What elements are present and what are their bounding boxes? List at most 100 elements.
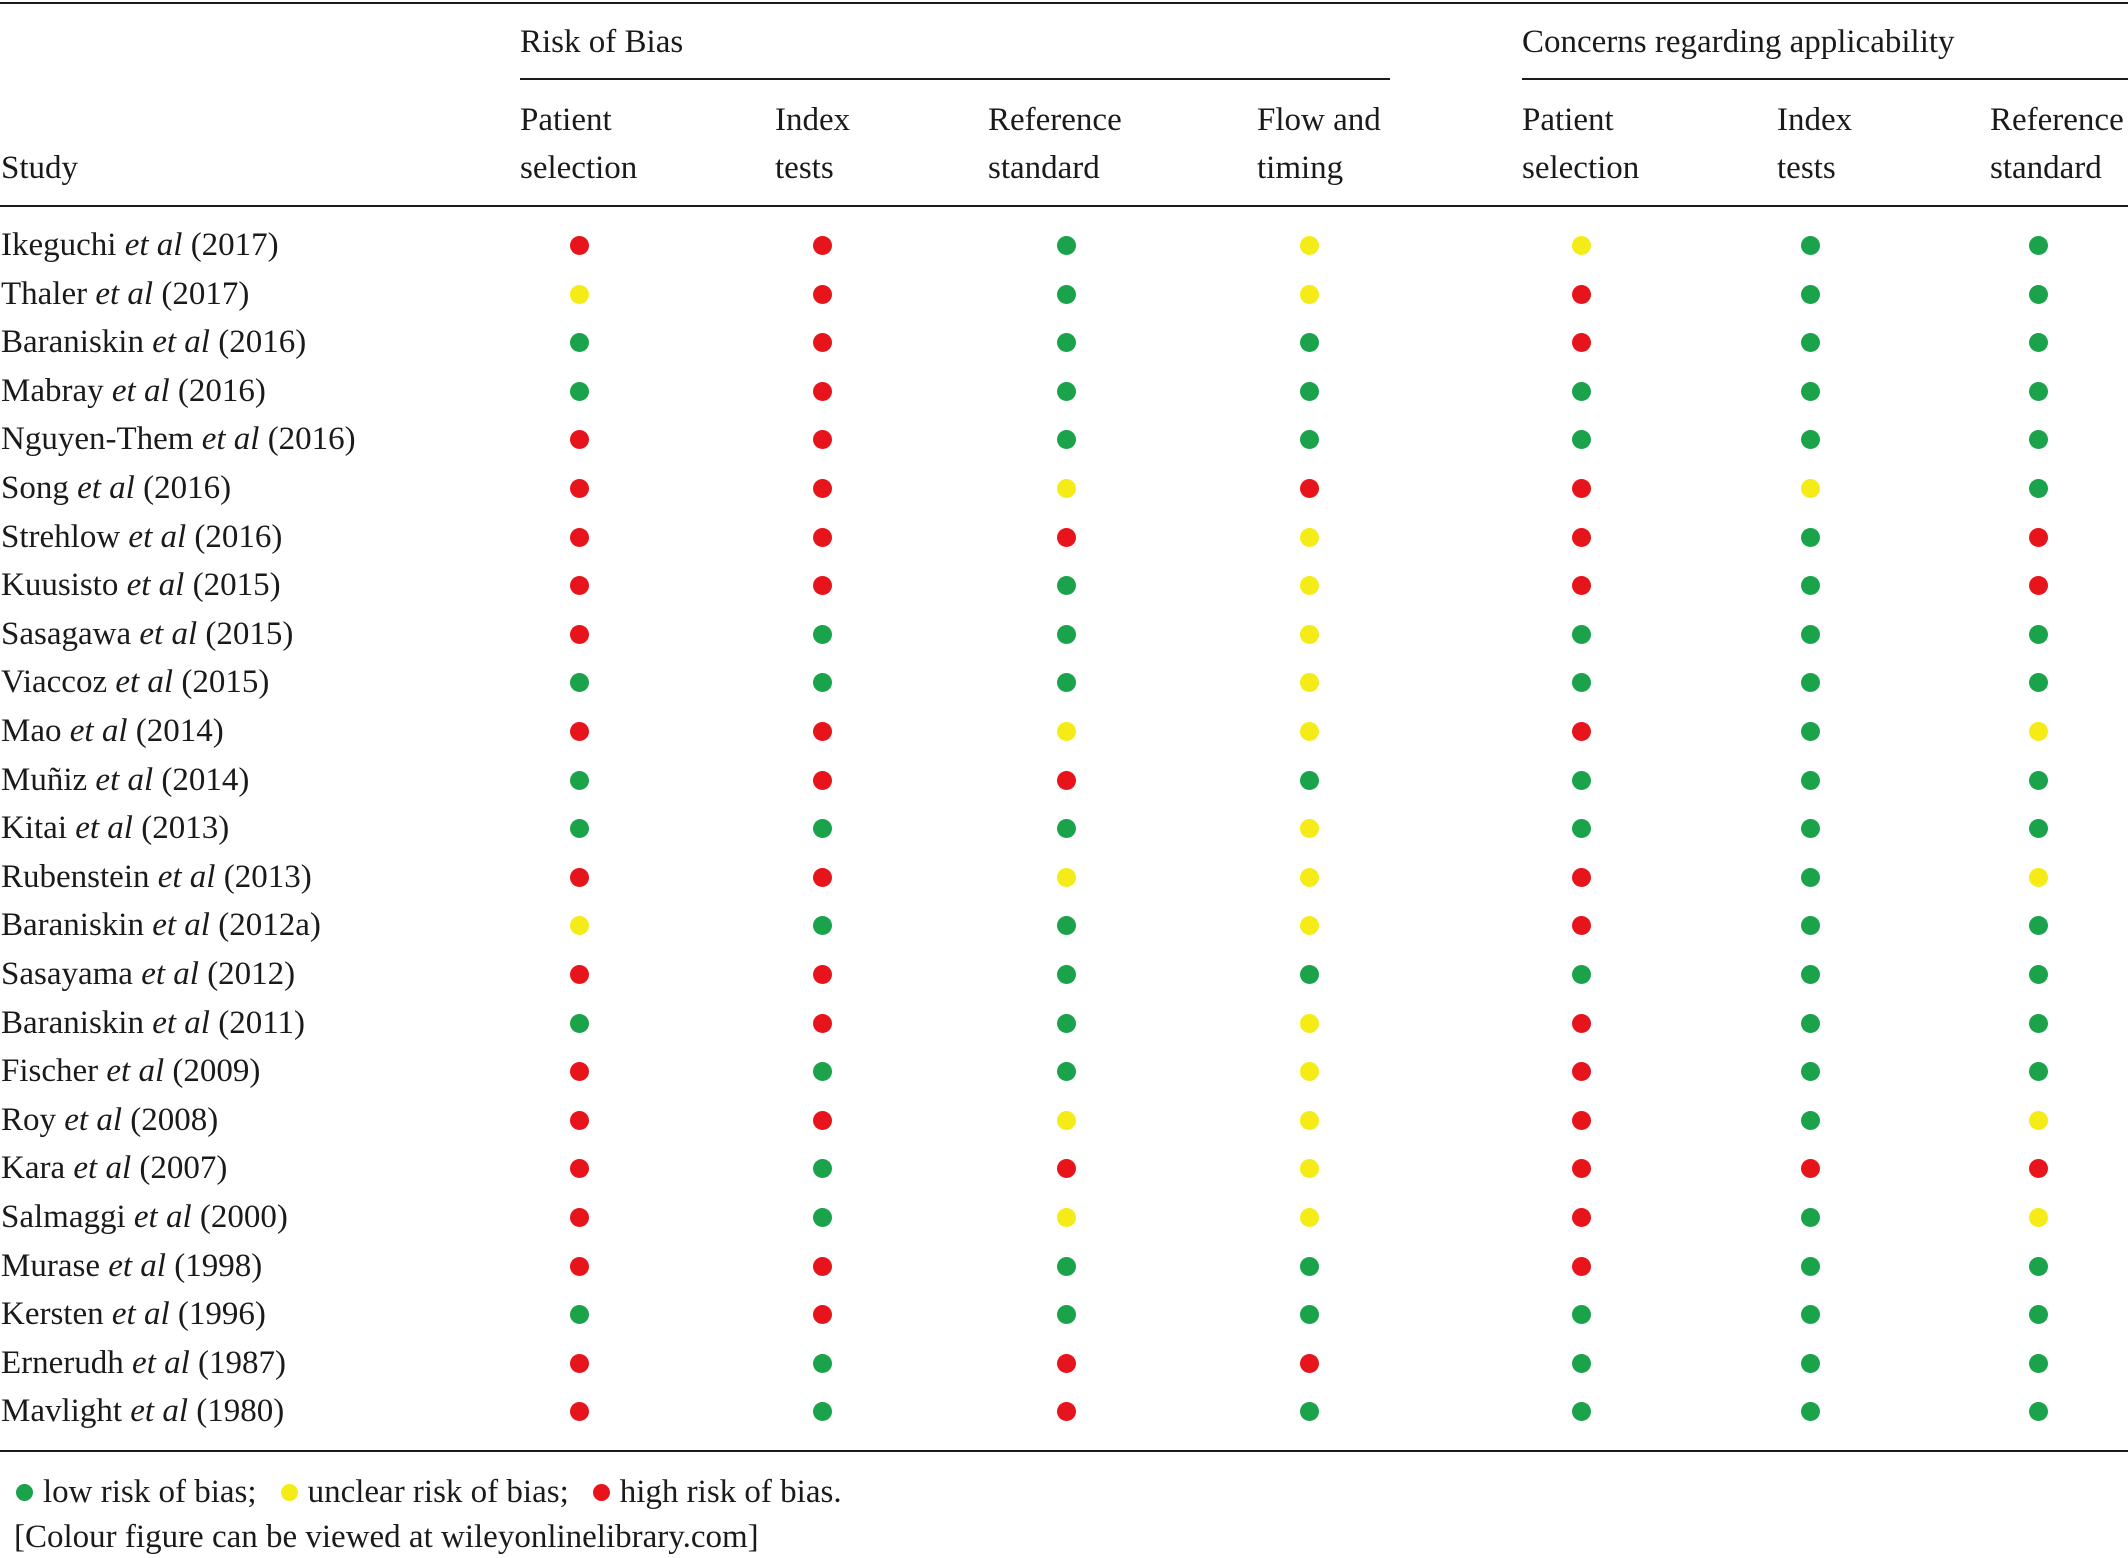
high-risk-dot-icon (2028, 1159, 2048, 1179)
low-risk-dot-icon (1800, 576, 1820, 596)
column-header-rob-reference-standard: Reference standard (988, 102, 1122, 186)
high-risk-dot-icon (1571, 1110, 1591, 1130)
low-risk-dot-icon (1571, 673, 1591, 693)
high-risk-dot-icon (1571, 576, 1591, 596)
table-row: Strehlow et al (2016) (0, 513, 2128, 562)
legend-item-low: low risk of bias; (0, 1470, 257, 1514)
high-risk-dot-icon (569, 430, 589, 450)
high-risk-dot-icon (812, 867, 832, 887)
study-year: (1987) (198, 1344, 287, 1381)
unclear-risk-dot-icon (1299, 1013, 1319, 1033)
study-year: (1996) (177, 1296, 266, 1333)
low-risk-dot-icon (1299, 1256, 1319, 1276)
study-author: Kersten (1, 1296, 104, 1333)
low-risk-dot-icon (569, 770, 589, 790)
column-header-app-patient-selection: Patient selection (1522, 102, 1640, 186)
low-risk-dot-icon (1800, 1208, 1820, 1227)
table-row: Salmaggi et al (2000) (0, 1193, 2128, 1242)
study-name: Mao et al (2014) (1, 707, 224, 756)
high-risk-dot-icon (1571, 1013, 1591, 1033)
low-risk-dot-icon (1299, 1402, 1319, 1422)
low-risk-dot-icon (2028, 1013, 2048, 1033)
low-risk-dot-icon (1800, 1353, 1820, 1373)
low-risk-dot-icon (1800, 819, 1820, 839)
high-risk-dot-icon (569, 965, 589, 984)
low-risk-dot-icon (2028, 965, 2048, 984)
study-author: Ernerudh (1, 1344, 124, 1381)
high-risk-dot-icon (569, 1159, 589, 1179)
low-risk-dot-icon (2028, 1305, 2048, 1325)
table-row: Baraniskin et al (2011) (0, 999, 2128, 1048)
unclear-risk-dot-icon (1056, 722, 1076, 741)
study-et-al: et al (124, 227, 183, 263)
study-column-header: Study (1, 150, 79, 186)
study-et-al: et al (152, 1004, 210, 1041)
low-risk-dot-icon (1800, 1062, 1820, 1082)
low-risk-dot-icon (1800, 1013, 1820, 1033)
high-risk-dot-icon (812, 333, 832, 353)
unclear-risk-dot-icon (1299, 1159, 1319, 1179)
low-risk-dot-icon (1056, 673, 1076, 693)
column-header-rob-index-tests: Index tests (775, 102, 851, 186)
study-et-al: et al (133, 1199, 192, 1235)
low-risk-dot-icon (812, 1353, 832, 1373)
low-risk-dot-icon (2028, 236, 2048, 255)
low-risk-dot-icon (812, 916, 832, 936)
study-author: Salmaggi (1, 1199, 126, 1235)
low-risk-dot-icon (2028, 430, 2048, 450)
low-risk-dot-icon (1800, 236, 1820, 255)
low-risk-dot-icon (2028, 673, 2048, 693)
low-risk-dot-icon (1299, 381, 1319, 401)
high-risk-dot-icon (569, 1062, 589, 1082)
high-risk-dot-icon (812, 1013, 832, 1033)
legend-label-low: low risk of bias; (43, 1474, 257, 1510)
table-row: Kersten et al (1996) (0, 1290, 2128, 1339)
low-risk-dot-icon (1056, 624, 1076, 644)
low-risk-dot-icon (1800, 333, 1820, 353)
low-risk-dot-icon (1056, 1305, 1076, 1325)
unclear-risk-dot-icon (1299, 722, 1319, 741)
table-row: Thaler et al (2017) (0, 270, 2128, 319)
high-risk-dot-icon (1056, 1353, 1076, 1373)
study-et-al: et al (130, 1393, 188, 1430)
header-bottom-rule (0, 205, 2128, 207)
study-author: Murase (1, 1247, 100, 1284)
table-row: Ernerudh et al (1987) (0, 1339, 2128, 1388)
low-risk-dot-icon (1056, 1256, 1076, 1276)
low-risk-dot-icon (1800, 965, 1820, 984)
unclear-risk-dot-icon (569, 284, 589, 304)
table-row: Nguyen-Them et al (2016) (0, 415, 2128, 464)
table-row: Roy et al (2008) (0, 1096, 2128, 1145)
low-risk-dot-icon (812, 819, 832, 839)
study-author: Mabray (1, 372, 104, 409)
low-risk-dot-icon (1800, 770, 1820, 790)
study-name: Mavlight et al (1980) (1, 1387, 284, 1436)
low-risk-dot-icon (1571, 1353, 1591, 1373)
table-row: Sasagawa et al (2015) (0, 610, 2128, 659)
column-header-rob-flow-and-timing: Flow and timing (1257, 102, 1381, 186)
high-risk-dot-icon (569, 576, 589, 596)
low-risk-dot-icon (2028, 1062, 2048, 1082)
high-risk-dot-icon (1571, 722, 1591, 741)
low-risk-dot-icon (1800, 1110, 1820, 1130)
unclear-risk-dot-icon (1056, 1208, 1076, 1227)
study-year: (2016) (218, 324, 307, 361)
study-year: (2016) (194, 518, 283, 555)
low-risk-dot-icon (1299, 770, 1319, 790)
study-author: Rubenstein (1, 858, 150, 895)
study-et-al: et al (95, 761, 154, 798)
red-dot-icon (592, 1484, 610, 1502)
unclear-risk-dot-icon (1299, 673, 1319, 693)
study-name: Viaccoz et al (2015) (1, 658, 269, 707)
study-year: (2015) (192, 567, 281, 604)
study-author: Ikeguchi (1, 227, 117, 263)
low-risk-dot-icon (812, 673, 832, 693)
low-risk-dot-icon (812, 1208, 832, 1227)
study-author: Mao (1, 713, 62, 749)
study-name: Nguyen-Them et al (2016) (1, 415, 356, 464)
high-risk-dot-icon (569, 1256, 589, 1276)
study-et-al: et al (111, 372, 170, 409)
low-risk-dot-icon (1800, 722, 1820, 741)
study-et-al: et al (108, 1247, 166, 1284)
study-name: Salmaggi et al (2000) (1, 1193, 288, 1242)
